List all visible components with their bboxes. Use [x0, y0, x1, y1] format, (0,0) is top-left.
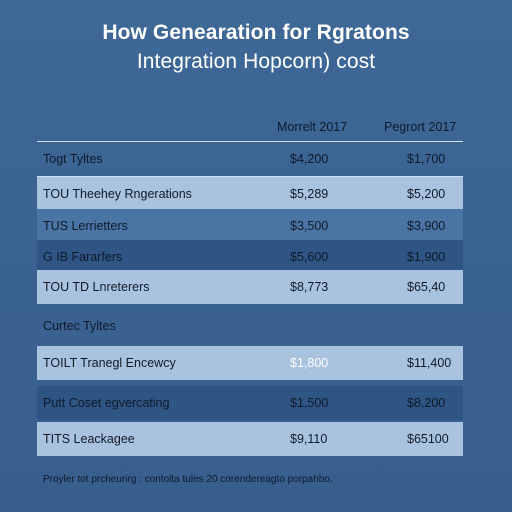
row-value-col2: $5,200	[407, 187, 446, 201]
row-value-col2: $3,900	[407, 219, 446, 233]
table-row: TOU TD Lnreterers $8,773 $65,40	[37, 270, 463, 304]
header-rule	[37, 141, 463, 142]
table-row: Putt Coset egvercating $1,500 $8,200	[37, 386, 463, 420]
footer-note: Proyler tot prcheurirg : contolta tules …	[43, 474, 333, 485]
row-value-col2: $8,200	[407, 396, 446, 410]
row-rule	[37, 176, 463, 177]
row-value-col2: $65,40	[407, 280, 446, 294]
section-1-label: Togt Tyltes	[43, 152, 103, 166]
table-row: G IB Fararfers $5,600 $1,900	[37, 240, 463, 274]
title-line-1: How Genearation for Rgratons	[102, 21, 410, 44]
row-label: Putt Coset egvercating	[43, 396, 170, 410]
row-value-col2: $1,900	[407, 250, 446, 264]
column-header-2: Pegrort 2017	[384, 120, 457, 134]
table-row: TOU Theehey Rngerations $5,289 $5,200	[37, 177, 463, 211]
row-label: TUS Lerrietters	[43, 219, 128, 233]
table-row: Togt Tyltes $4,200 $1,700	[37, 142, 463, 176]
row-value-col1: $1,800	[290, 356, 329, 370]
row-value-col1: $4,200	[290, 152, 329, 166]
row-value-col2: $1,700	[407, 152, 446, 166]
section-2-label: Curtec Tyltes	[43, 319, 116, 333]
table-row: TUS Lerrietters $3,500 $3,900	[37, 209, 463, 243]
column-header-1: Morrelt 2017	[277, 120, 348, 134]
row-label: TITS Leackagee	[43, 432, 135, 446]
row-label: TOU Theehey Rngerations	[43, 187, 192, 201]
title-line-2: Integration Hopcorn) cost	[136, 50, 376, 73]
row-value-col1: $9,110	[290, 432, 328, 446]
row-value-col1: $3,500	[290, 219, 329, 233]
row-value-col1: $5,600	[290, 250, 329, 264]
row-value-col2: $11,400	[407, 356, 452, 370]
row-value-col1: $1,500	[290, 396, 329, 410]
row-label: TOILT Tranegl Encewcy	[43, 356, 176, 370]
table-row: TOILT Tranegl Encewcy $1,800 $11,400	[37, 346, 463, 380]
page-title: How Genearation for Rgratons Integration…	[0, 18, 512, 76]
row-label: G IB Fararfers	[43, 250, 123, 264]
table-row: TITS Leackagee $9,110 $65100	[37, 422, 463, 456]
row-value-col2: $65100	[407, 432, 449, 446]
row-value-col1: $5,289	[290, 187, 329, 201]
row-value-col1: $8,773	[290, 280, 329, 294]
row-label: TOU TD Lnreterers	[43, 280, 150, 294]
